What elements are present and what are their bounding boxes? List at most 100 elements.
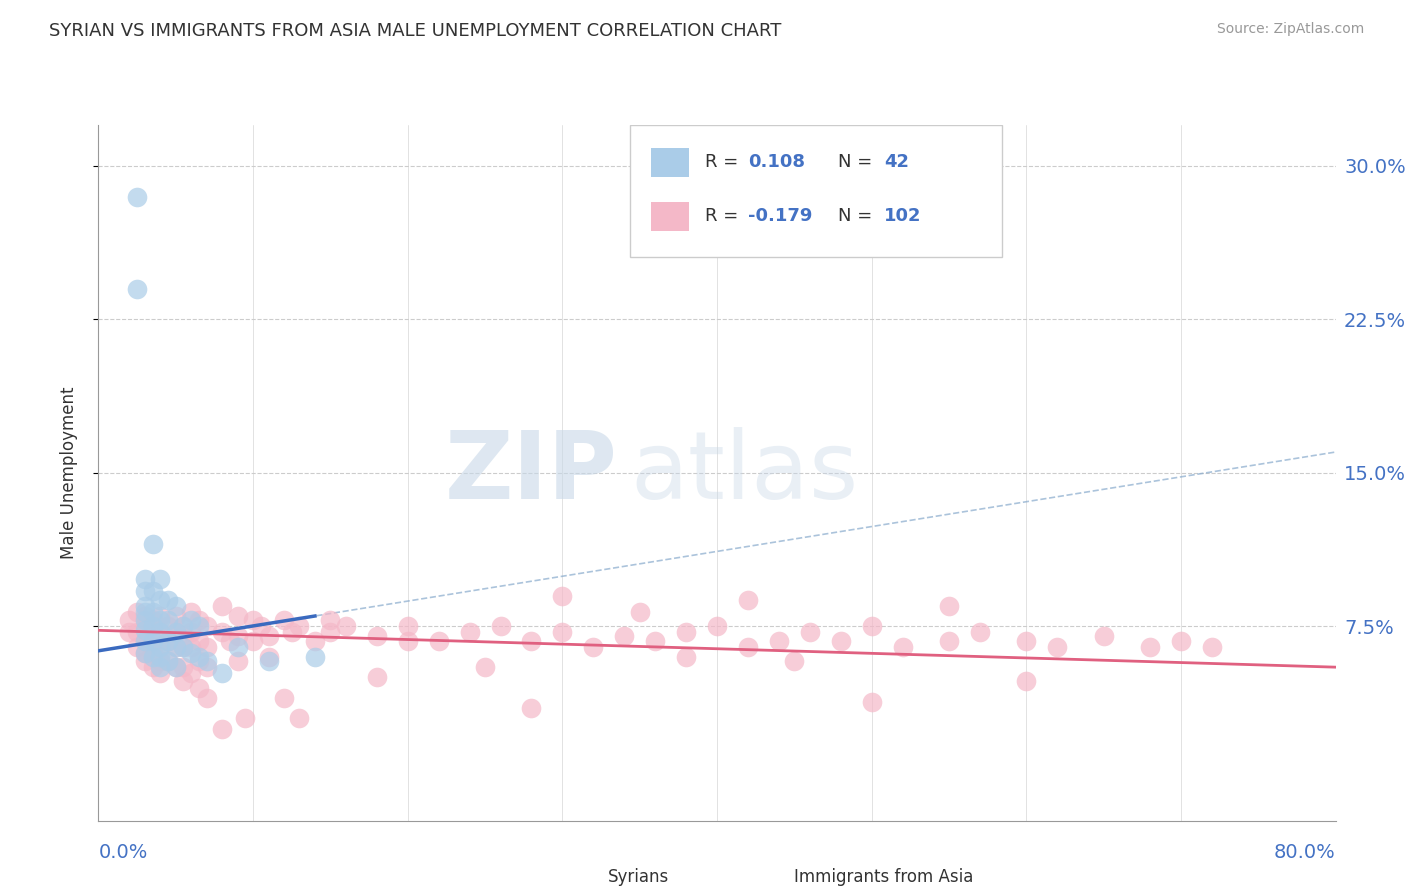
Point bbox=[134, 654, 156, 668]
Point bbox=[242, 613, 264, 627]
Point bbox=[520, 633, 543, 648]
Text: 0.108: 0.108 bbox=[748, 153, 806, 170]
Point bbox=[173, 619, 195, 633]
Point bbox=[134, 613, 156, 627]
Point bbox=[157, 619, 180, 633]
Point bbox=[188, 633, 211, 648]
FancyBboxPatch shape bbox=[651, 202, 689, 231]
Point bbox=[288, 711, 311, 725]
Point bbox=[173, 640, 195, 654]
Point bbox=[180, 646, 202, 660]
Point bbox=[1139, 640, 1161, 654]
Point bbox=[304, 633, 326, 648]
FancyBboxPatch shape bbox=[630, 125, 1001, 257]
Point bbox=[551, 589, 574, 603]
Point bbox=[149, 572, 172, 586]
Point bbox=[891, 640, 914, 654]
Point bbox=[142, 537, 165, 551]
Point bbox=[644, 633, 666, 648]
Point bbox=[149, 660, 172, 674]
Point bbox=[242, 633, 264, 648]
FancyBboxPatch shape bbox=[754, 867, 785, 887]
Point bbox=[1170, 633, 1192, 648]
Point bbox=[366, 670, 388, 684]
Point bbox=[180, 613, 202, 627]
Point bbox=[188, 619, 211, 633]
Point bbox=[799, 625, 821, 640]
Point bbox=[969, 625, 991, 640]
Point bbox=[489, 619, 512, 633]
Point bbox=[1092, 630, 1115, 644]
Point bbox=[768, 633, 790, 648]
Point bbox=[157, 654, 180, 668]
Point bbox=[149, 625, 172, 640]
Text: Syrians: Syrians bbox=[609, 868, 669, 886]
Point bbox=[257, 654, 280, 668]
Point bbox=[149, 613, 172, 627]
Point bbox=[127, 189, 149, 203]
Point bbox=[938, 599, 960, 613]
Point bbox=[273, 690, 295, 705]
Point bbox=[149, 640, 172, 654]
Point bbox=[195, 660, 218, 674]
Text: -0.179: -0.179 bbox=[748, 207, 813, 225]
Point bbox=[188, 613, 211, 627]
Point bbox=[165, 660, 187, 674]
Point bbox=[613, 630, 636, 644]
Point bbox=[235, 711, 257, 725]
Point bbox=[127, 605, 149, 619]
Point bbox=[195, 690, 218, 705]
Point bbox=[127, 625, 149, 640]
Point bbox=[142, 605, 165, 619]
Point bbox=[1201, 640, 1223, 654]
Text: 80.0%: 80.0% bbox=[1274, 843, 1336, 862]
Point bbox=[427, 633, 450, 648]
Point bbox=[142, 646, 165, 660]
Point bbox=[165, 640, 187, 654]
Point bbox=[142, 649, 165, 664]
Point bbox=[149, 609, 172, 624]
Point bbox=[458, 625, 481, 640]
Point bbox=[860, 619, 883, 633]
Point bbox=[165, 640, 187, 654]
Point bbox=[675, 649, 697, 664]
Point bbox=[226, 640, 249, 654]
Point bbox=[195, 619, 218, 633]
Point bbox=[226, 630, 249, 644]
Point bbox=[474, 660, 496, 674]
Point bbox=[165, 660, 187, 674]
Point bbox=[830, 633, 852, 648]
Point bbox=[134, 584, 156, 599]
Point bbox=[127, 640, 149, 654]
Text: Immigrants from Asia: Immigrants from Asia bbox=[794, 868, 973, 886]
Point bbox=[142, 619, 165, 633]
Text: 42: 42 bbox=[884, 153, 910, 170]
Point bbox=[860, 695, 883, 709]
Point bbox=[737, 592, 759, 607]
Point bbox=[142, 613, 165, 627]
Point bbox=[149, 649, 172, 664]
Point bbox=[134, 572, 156, 586]
Point bbox=[149, 640, 172, 654]
Point bbox=[149, 654, 172, 668]
Point bbox=[1015, 633, 1038, 648]
Point bbox=[783, 654, 806, 668]
Point bbox=[173, 674, 195, 689]
Point bbox=[250, 619, 273, 633]
Point bbox=[173, 660, 195, 674]
Text: atlas: atlas bbox=[630, 426, 859, 519]
Text: SYRIAN VS IMMIGRANTS FROM ASIA MALE UNEMPLOYMENT CORRELATION CHART: SYRIAN VS IMMIGRANTS FROM ASIA MALE UNEM… bbox=[49, 22, 782, 40]
Point bbox=[149, 666, 172, 681]
Point bbox=[257, 649, 280, 664]
Point bbox=[551, 625, 574, 640]
Point bbox=[134, 633, 156, 648]
Point bbox=[165, 625, 187, 640]
Point bbox=[157, 592, 180, 607]
Point bbox=[1015, 674, 1038, 689]
Point bbox=[127, 282, 149, 296]
Point bbox=[938, 633, 960, 648]
Text: N =: N = bbox=[838, 153, 873, 170]
Point bbox=[706, 619, 728, 633]
Point bbox=[118, 613, 141, 627]
Point bbox=[118, 625, 141, 640]
